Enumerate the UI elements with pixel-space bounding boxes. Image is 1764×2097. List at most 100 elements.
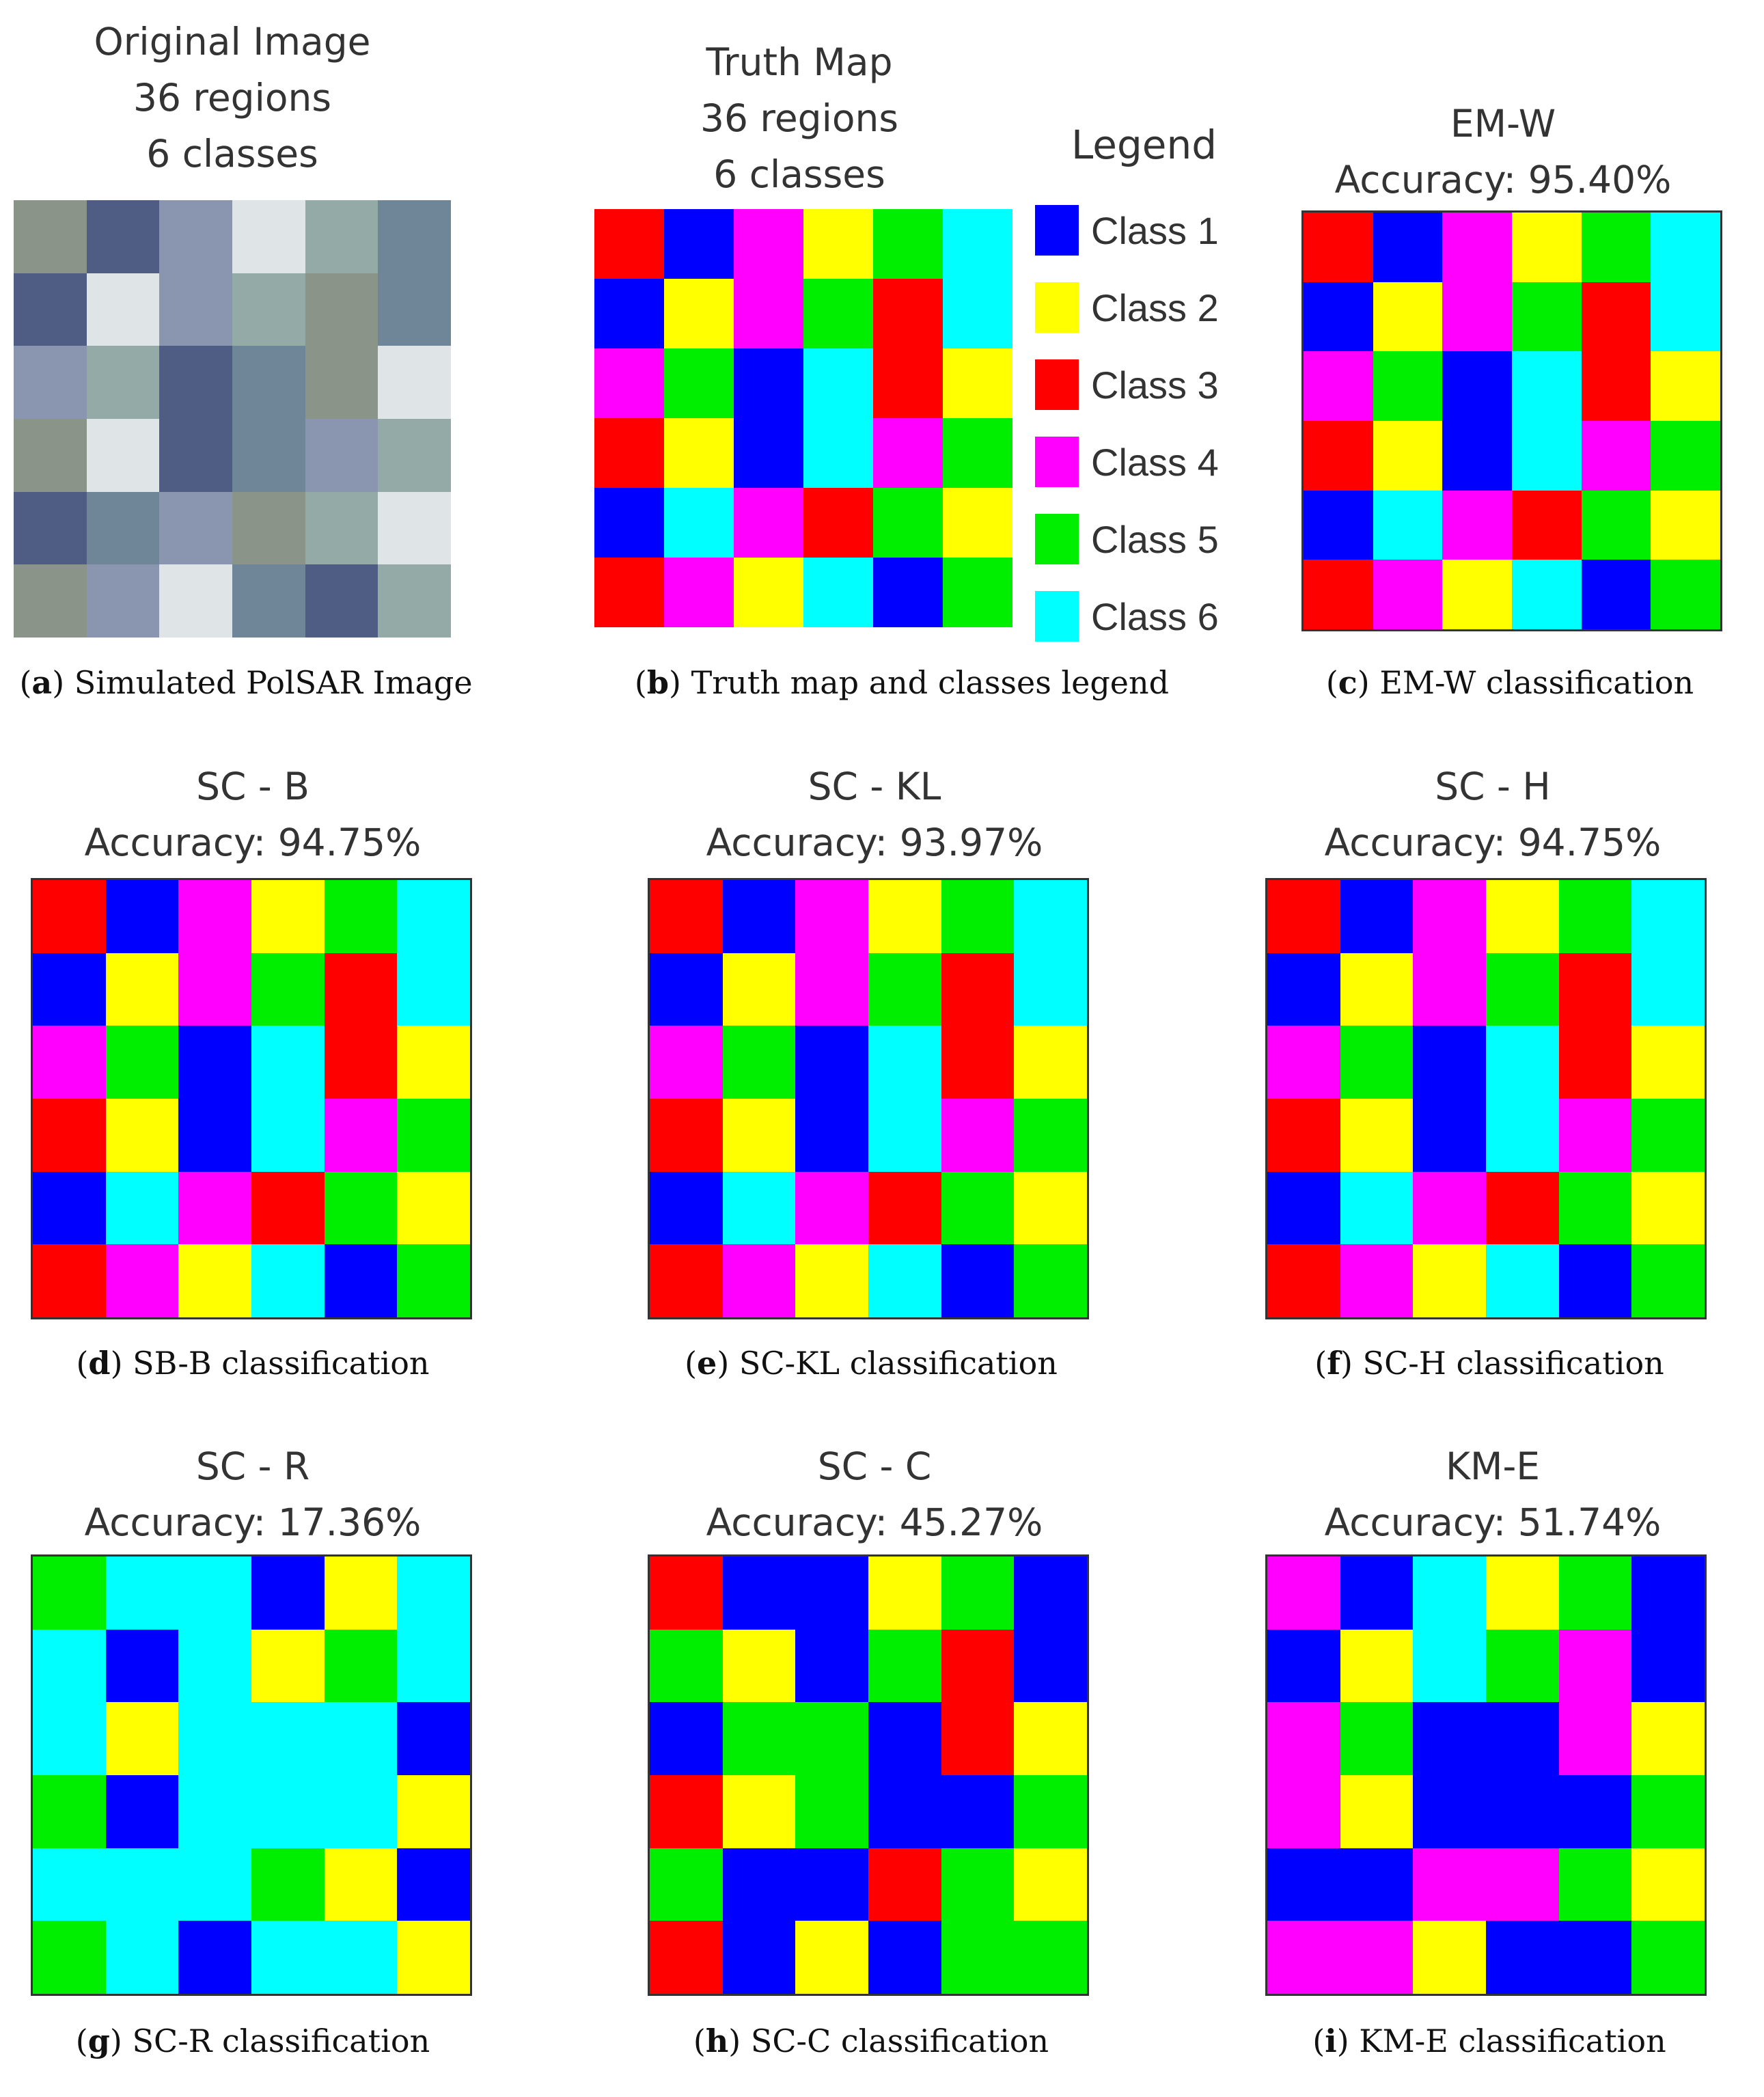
sc-h-map-cell-r3-c1	[1267, 1026, 1340, 1099]
panel-a-title: Original Image 36 regions 6 classes	[14, 14, 451, 182]
sc-b-map-cell-r4-c2	[105, 1098, 179, 1172]
truth-map-cell-r3-c2	[664, 348, 734, 418]
em-w-map-cell-r2-c5	[1581, 282, 1651, 352]
sc-h-map	[1265, 878, 1707, 1319]
sc-b-map-cell-r5-c4	[251, 1171, 325, 1245]
truth-map-cell-r2-c4	[803, 279, 873, 348]
em-w-map-cell-r4-c3	[1442, 420, 1512, 491]
km-e-map-cell-r3-c5	[1558, 1702, 1632, 1775]
em-w-map-cell-r4-c2	[1373, 420, 1443, 491]
sc-r-map-cell-r4-c5	[324, 1774, 398, 1848]
panel-e-title-line-1: SC - KL	[808, 765, 941, 808]
sc-r-map-cell-r3-c1	[33, 1702, 106, 1775]
sc-c-map-cell-r2-c3	[795, 1629, 868, 1703]
sc-c-map-cell-r6-c5	[941, 1921, 1015, 1994]
original-image-cell-r2-c4	[232, 273, 305, 346]
sc-r-map-cell-r6-c3	[178, 1921, 251, 1994]
truth-map-cell-r6-c3	[734, 558, 803, 627]
sc-r-map-cell-r6-c4	[251, 1921, 325, 1994]
em-w-map-cell-r6-c4	[1511, 560, 1582, 629]
panel-i-title-line-2: Accuracy: 51.74%	[1324, 1500, 1662, 1544]
sc-h-map-cell-r6-c5	[1558, 1244, 1632, 1317]
sc-kl-map-cell-r4-c2	[722, 1098, 796, 1172]
panel-h-title: SC - C Accuracy: 45.27%	[649, 1438, 1100, 1550]
panel-g-title-line-2: Accuracy: 17.36%	[84, 1500, 422, 1544]
legend-item-class-4: Class 4	[1035, 437, 1219, 487]
original-image-cell-r6-c3	[159, 564, 232, 638]
truth-map-cell-r6-c5	[873, 558, 943, 627]
caption-b: (b) Truth map and classes legend	[634, 664, 1170, 701]
sc-r-map-cell-r5-c1	[33, 1848, 106, 1921]
sc-c-map-cell-r6-c1	[650, 1921, 723, 1994]
em-w-map-cell-r2-c2	[1373, 282, 1443, 352]
em-w-map-cell-r4-c6	[1651, 420, 1720, 491]
sc-kl-map-cell-r2-c4	[868, 952, 941, 1026]
sc-kl-map	[648, 878, 1089, 1319]
truth-map-cell-r3-c6	[943, 348, 1012, 418]
legend-item-class-6: Class 6	[1035, 591, 1219, 642]
original-image-cell-r6-c1	[14, 564, 87, 638]
em-w-map-cell-r3-c2	[1373, 351, 1443, 421]
sc-c-map-cell-r3-c3	[795, 1702, 868, 1775]
panel-b-title: Truth Map 36 regions 6 classes	[594, 34, 1004, 202]
original-image	[14, 200, 451, 638]
truth-map-cell-r1-c2	[664, 209, 734, 279]
sc-c-map-cell-r6-c3	[795, 1921, 868, 1994]
sc-kl-map-cell-r6-c1	[650, 1244, 723, 1317]
sc-kl-map-cell-r5-c2	[722, 1171, 796, 1245]
sc-c-map-cell-r4-c4	[868, 1774, 941, 1848]
sc-r-map-cell-r4-c2	[105, 1774, 179, 1848]
caption-d-letter: d	[88, 1345, 111, 1382]
sc-h-map-cell-r5-c3	[1413, 1171, 1486, 1245]
sc-b-map-cell-r2-c2	[105, 952, 179, 1026]
sc-kl-map-cell-r3-c6	[1014, 1026, 1087, 1099]
legend-label-class-4: Class 4	[1091, 440, 1219, 484]
km-e-map-cell-r3-c1	[1267, 1702, 1340, 1775]
sc-kl-map-cell-r3-c2	[722, 1026, 796, 1099]
sc-b-map-cell-r4-c5	[324, 1098, 398, 1172]
sc-h-map-cell-r2-c4	[1485, 952, 1559, 1026]
sc-b-map	[31, 878, 472, 1319]
truth-map-cell-r4-c6	[943, 418, 1012, 488]
truth-map-cell-r1-c5	[873, 209, 943, 279]
sc-r-map-cell-r3-c4	[251, 1702, 325, 1775]
sc-kl-map-cell-r2-c3	[795, 952, 868, 1026]
original-image-cell-r1-c1	[14, 200, 87, 273]
legend-label-class-5: Class 5	[1091, 517, 1219, 561]
sc-kl-map-cell-r6-c5	[941, 1244, 1015, 1317]
em-w-map-cell-r6-c3	[1442, 560, 1512, 629]
sc-kl-map-cell-r6-c3	[795, 1244, 868, 1317]
sc-r-map-cell-r2-c1	[33, 1629, 106, 1703]
sc-r-map-cell-r1-c4	[251, 1557, 325, 1630]
sc-h-map-cell-r1-c3	[1413, 880, 1486, 953]
sc-kl-map-cell-r1-c3	[795, 880, 868, 953]
km-e-map-cell-r6-c1	[1267, 1921, 1340, 1994]
sc-b-map-cell-r1-c4	[251, 880, 325, 953]
sc-c-map-cell-r1-c2	[722, 1557, 796, 1630]
panel-f-title-line-1: SC - H	[1435, 765, 1551, 808]
truth-map-cell-r6-c6	[943, 558, 1012, 627]
sc-c-map-cell-r5-c1	[650, 1848, 723, 1921]
caption-i: (i) KM-E classification	[1312, 2023, 1666, 2059]
em-w-map	[1301, 210, 1722, 631]
em-w-map-cell-r6-c6	[1651, 560, 1720, 629]
sc-h-map-cell-r1-c5	[1558, 880, 1632, 953]
truth-map-cell-r3-c3	[734, 348, 803, 418]
sc-c-map-cell-r2-c6	[1014, 1629, 1087, 1703]
sc-h-map-cell-r4-c3	[1413, 1098, 1486, 1172]
km-e-map-cell-r5-c1	[1267, 1848, 1340, 1921]
sc-b-map-cell-r3-c5	[324, 1026, 398, 1099]
sc-b-map-cell-r3-c6	[397, 1026, 470, 1099]
legend-item-class-5: Class 5	[1035, 514, 1219, 564]
caption-c-text: EM-W classification	[1369, 664, 1694, 701]
sc-r-map-cell-r4-c4	[251, 1774, 325, 1848]
truth-map-cell-r6-c2	[664, 558, 734, 627]
sc-r-map-cell-r4-c6	[397, 1774, 470, 1848]
km-e-map-cell-r4-c3	[1413, 1774, 1486, 1848]
sc-h-map-cell-r1-c1	[1267, 880, 1340, 953]
sc-kl-map-cell-r2-c1	[650, 952, 723, 1026]
sc-r-map-cell-r5-c5	[324, 1848, 398, 1921]
caption-i-letter: i	[1325, 2023, 1337, 2059]
caption-f-text: SC-H classification	[1352, 1345, 1664, 1382]
panel-d-title: SC - B Accuracy: 94.75%	[27, 758, 478, 871]
